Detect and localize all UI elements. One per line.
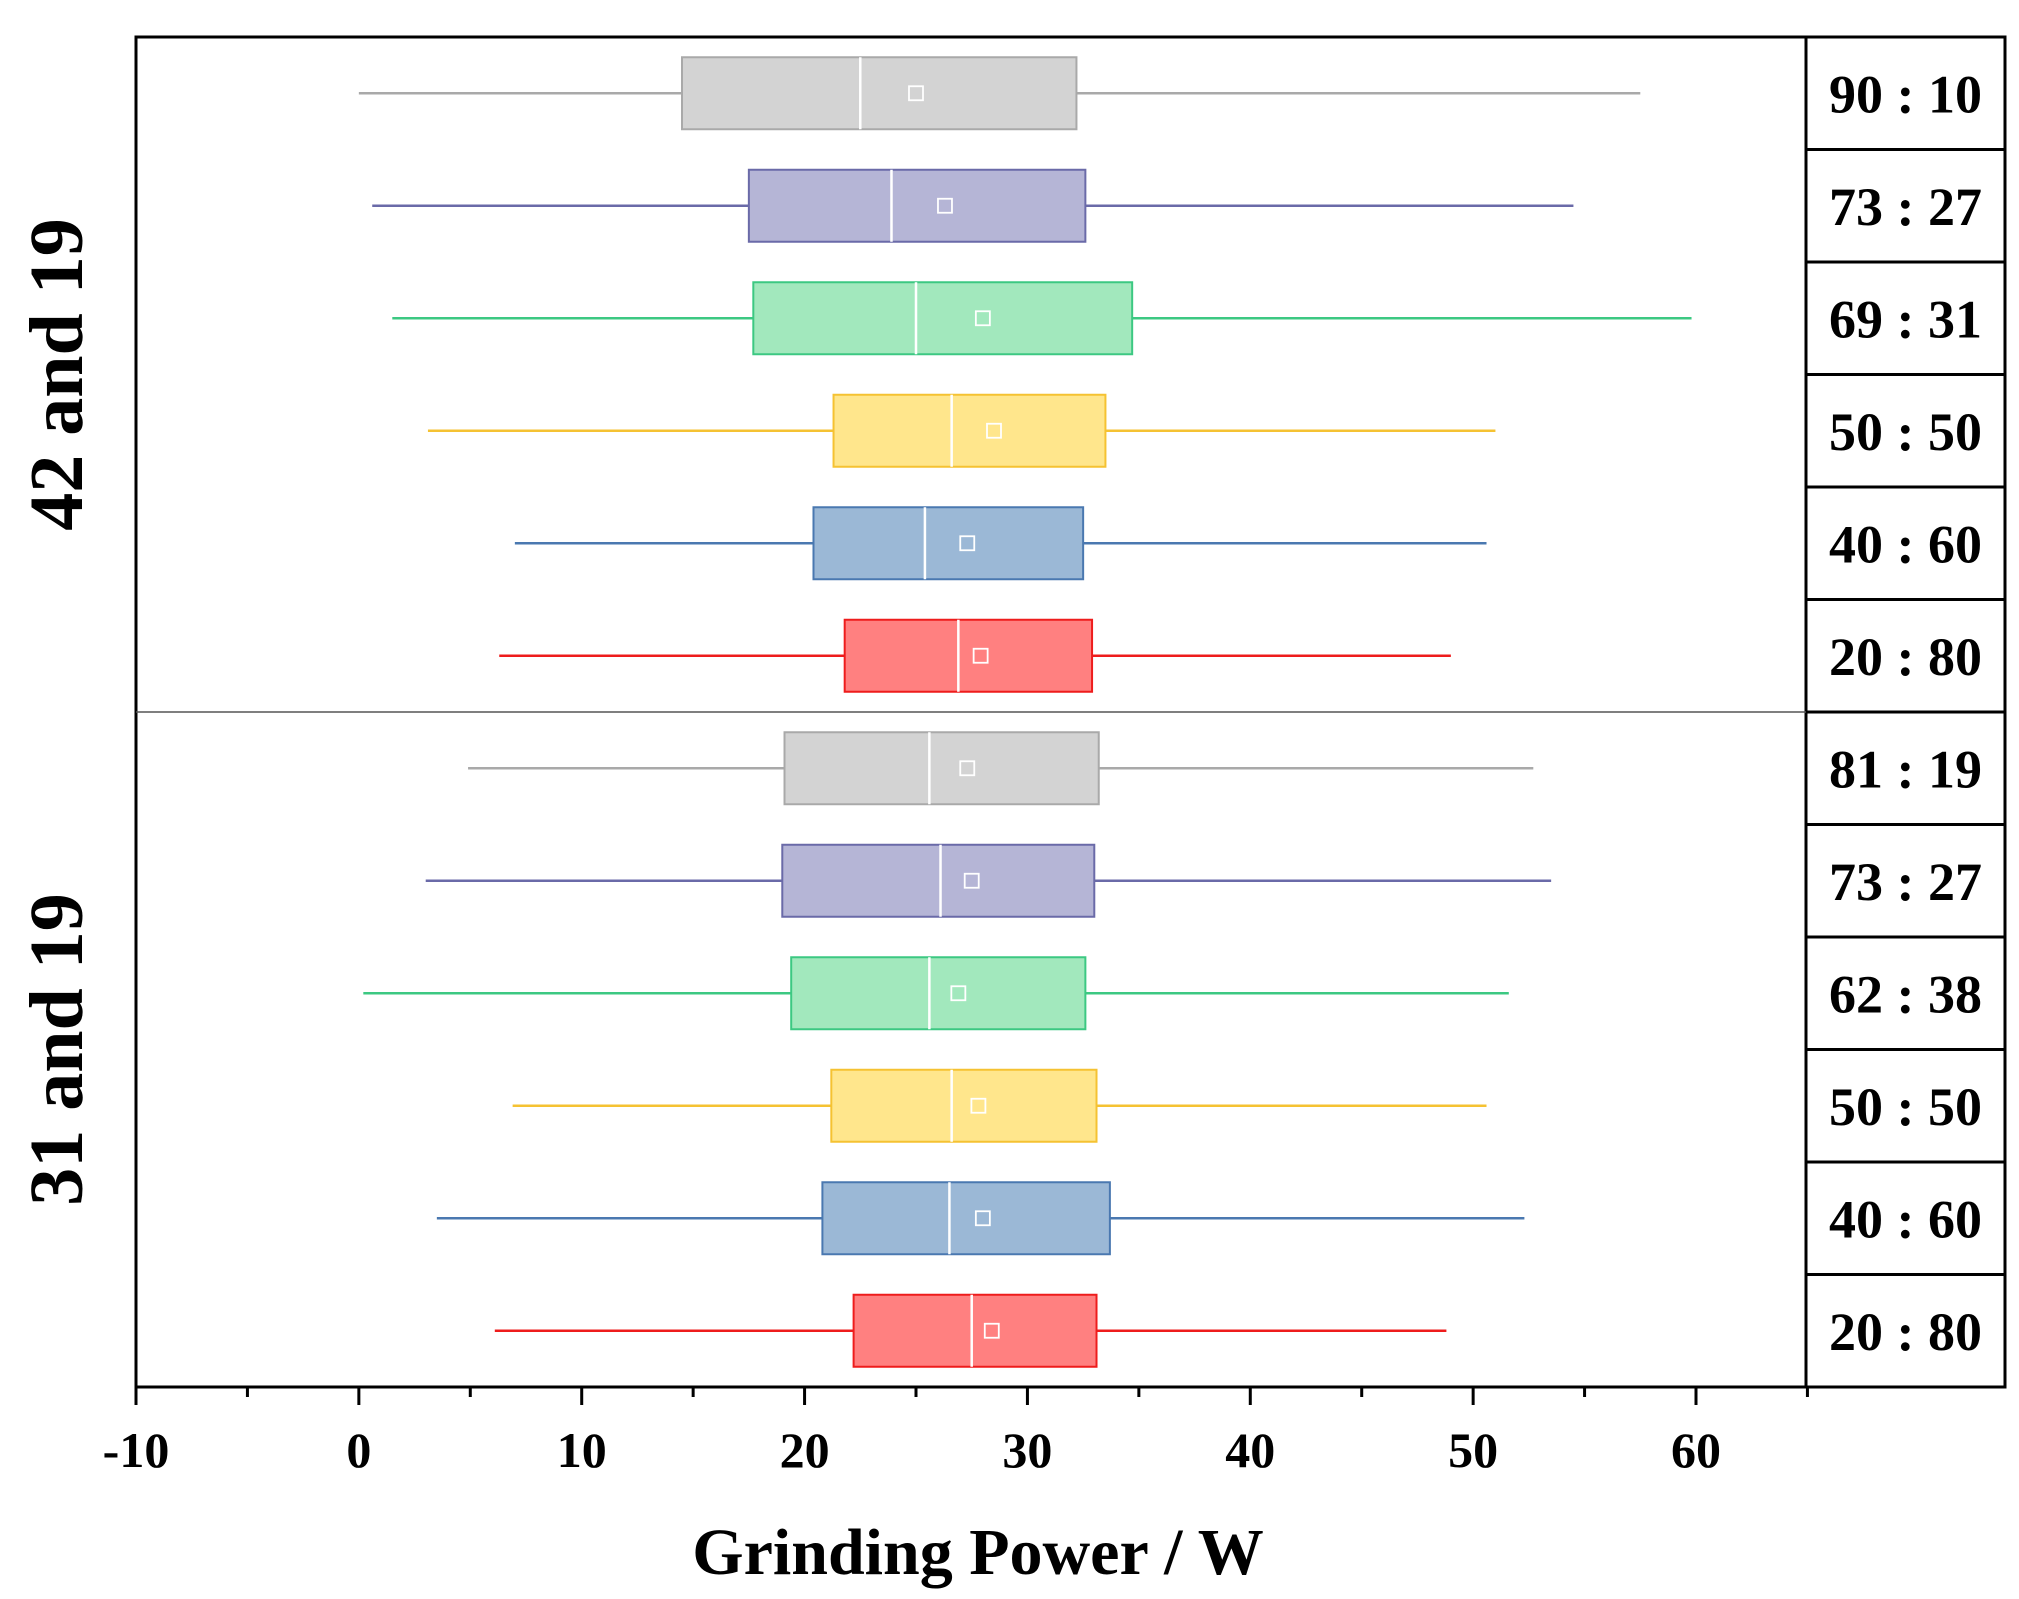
x-axis: -10 0 10 20 30 40 50 60 <box>103 1387 1809 1478</box>
mean-marker <box>986 422 1002 439</box>
box-row <box>468 731 1534 806</box>
plot-frame <box>134 35 2007 1389</box>
box-row <box>358 56 1641 131</box>
iqr-box <box>821 1181 1111 1256</box>
box-row <box>514 506 1487 581</box>
mean-marker <box>974 1210 991 1227</box>
ratio-label: 69 : 31 <box>1829 289 1982 349</box>
ratio-label: 73 : 27 <box>1829 852 1982 912</box>
iqr-box <box>852 1293 1098 1368</box>
ratio-label: 20 : 80 <box>1829 627 1982 687</box>
labels: 90 : 10 73 : 27 69 : 31 50 : 50 40 : 60 20 : … <box>15 64 1982 1362</box>
ratio-label: 20 : 80 <box>1829 1302 1982 1362</box>
mean-marker <box>959 760 976 777</box>
box-rows <box>358 56 1692 1368</box>
iqr-box <box>781 843 1096 918</box>
iqr-box <box>790 956 1087 1031</box>
box-row <box>392 281 1692 356</box>
mean-marker <box>937 197 953 214</box>
iqr-box <box>830 1068 1098 1143</box>
iqr-box <box>783 731 1100 806</box>
mean-marker <box>959 535 976 552</box>
box-row <box>494 1293 1447 1368</box>
x-tick-label: 40 <box>1225 1422 1275 1478</box>
box-row <box>512 1068 1487 1143</box>
ratio-label: 50 : 50 <box>1829 1077 1982 1137</box>
ratio-label: 73 : 27 <box>1829 177 1982 237</box>
x-tick-label: 10 <box>557 1422 607 1478</box>
box-row <box>363 956 1509 1031</box>
box-row <box>425 843 1552 918</box>
mean-marker <box>950 985 967 1002</box>
x-tick-label: 50 <box>1448 1422 1498 1478</box>
box-row <box>436 1181 1525 1256</box>
iqr-box <box>752 281 1134 356</box>
mean-marker <box>970 1097 987 1114</box>
x-tick-label: 60 <box>1671 1422 1721 1478</box>
ratio-label: 62 : 38 <box>1829 964 1982 1024</box>
iqr-box <box>681 56 1078 131</box>
ratio-label: 81 : 19 <box>1829 739 1982 799</box>
ratio-label: 50 : 50 <box>1829 402 1982 462</box>
box-row <box>427 393 1496 468</box>
ratio-label: 40 : 60 <box>1829 1189 1982 1249</box>
x-tick-label: 20 <box>780 1422 830 1478</box>
mean-marker <box>974 310 991 327</box>
group-label: 31 and 19 <box>15 893 99 1206</box>
box-row <box>372 168 1574 243</box>
mean-marker <box>908 85 924 102</box>
x-tick-label: -10 <box>103 1422 170 1478</box>
iqr-box <box>832 393 1107 468</box>
x-tick-label: 0 <box>346 1422 371 1478</box>
ratio-label: 90 : 10 <box>1829 64 1982 124</box>
mean-marker <box>963 872 980 889</box>
iqr-box <box>812 506 1085 581</box>
mean-marker <box>983 1322 1000 1339</box>
box-row <box>499 618 1451 693</box>
x-axis-title: Grinding Power / W <box>692 1516 1263 1589</box>
ratio-label: 40 : 60 <box>1829 514 1982 574</box>
group-label: 42 and 19 <box>15 218 99 531</box>
iqr-box <box>843 618 1094 693</box>
mean-marker <box>972 647 989 664</box>
iqr-box <box>747 168 1087 243</box>
x-tick-label: 30 <box>1002 1422 1052 1478</box>
